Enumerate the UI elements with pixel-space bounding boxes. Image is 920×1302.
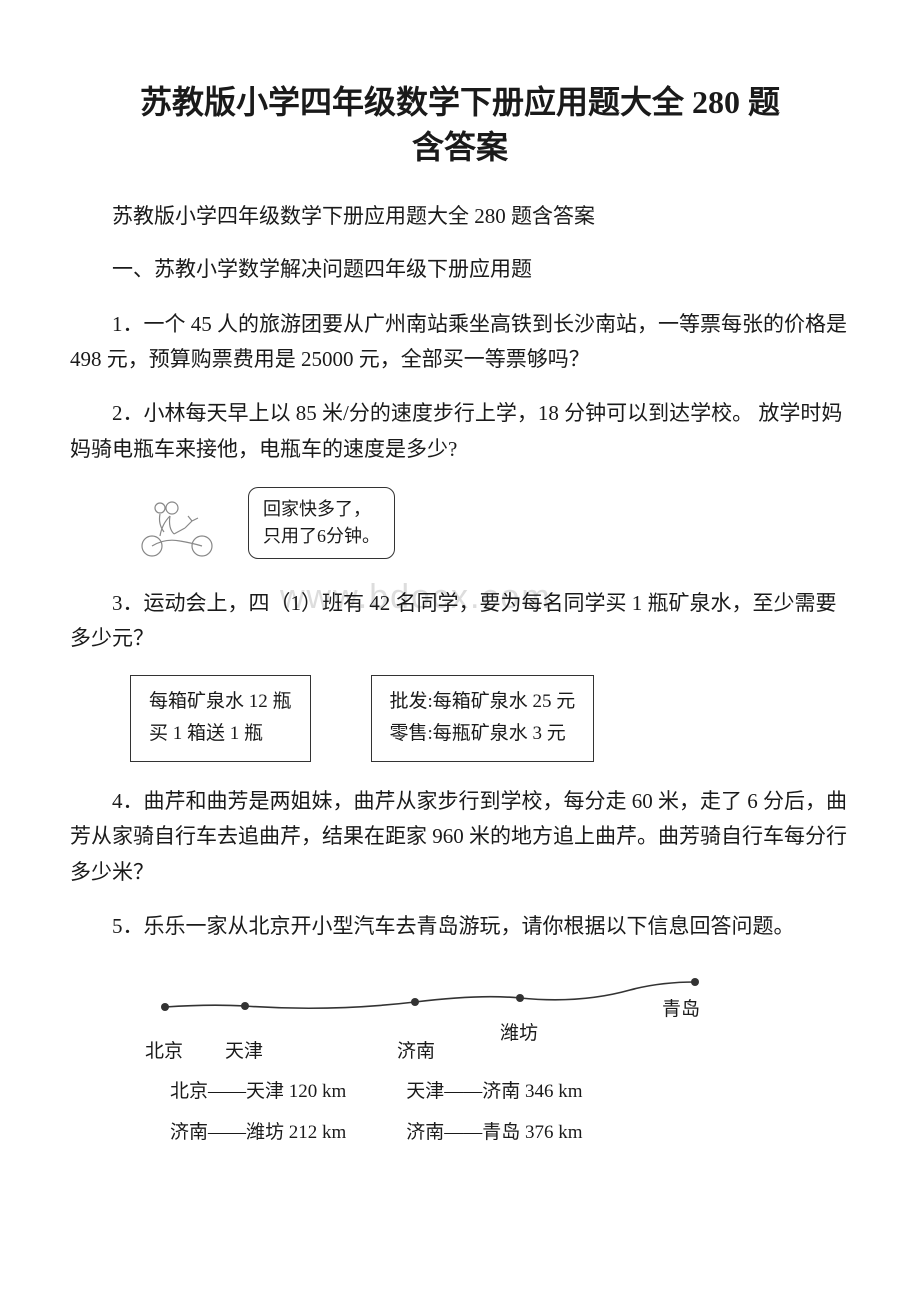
city-qingdao: 青岛 bbox=[662, 994, 700, 1021]
city-jinan: 济南 bbox=[397, 1036, 435, 1063]
q3-box1-line2: 买 1 箱送 1 瓶 bbox=[149, 718, 292, 750]
city-beijing: 北京 bbox=[145, 1036, 183, 1063]
q3-box1-line1: 每箱矿泉水 12 瓶 bbox=[149, 686, 292, 718]
dist-tj-jn: 天津——济南 346 km bbox=[406, 1076, 582, 1103]
q3-box-left: 每箱矿泉水 12 瓶 买 1 箱送 1 瓶 bbox=[130, 675, 311, 762]
dist-jn-wf: 济南——潍坊 212 km bbox=[170, 1117, 346, 1144]
q3-box2-line2: 零售:每瓶矿泉水 3 元 bbox=[390, 718, 576, 750]
speech-bubble: 回家快多了， 只用了6分钟。 bbox=[248, 487, 395, 559]
route-map-svg bbox=[150, 962, 710, 1032]
question-3-figure: 每箱矿泉水 12 瓶 买 1 箱送 1 瓶 批发:每箱矿泉水 25 元 零售:每… bbox=[130, 675, 850, 762]
question-2: 2．小林每天早上以 85 米/分的速度步行上学，18 分钟可以到达学校。 放学时… bbox=[70, 396, 850, 467]
title-line-2: 含答案 bbox=[412, 129, 508, 165]
subtitle: 苏教版小学四年级数学下册应用题大全 280 题含答案 bbox=[70, 200, 850, 234]
page-title: 苏教版小学四年级数学下册应用题大全 280 题 含答案 bbox=[70, 80, 850, 170]
dist-jn-qd: 济南——青岛 376 km bbox=[406, 1117, 582, 1144]
dist-bj-tj: 北京——天津 120 km bbox=[170, 1076, 346, 1103]
city-tianjin: 天津 bbox=[225, 1036, 263, 1063]
bubble-line-2: 只用了6分钟。 bbox=[263, 523, 380, 550]
title-line-1: 苏教版小学四年级数学下册应用题大全 280 题 bbox=[140, 84, 780, 120]
distance-row-2: 济南——潍坊 212 km 济南——青岛 376 km bbox=[170, 1117, 850, 1144]
question-1: 1．一个 45 人的旅游团要从广州南站乘坐高铁到长沙南站，一等票每张的价格是 4… bbox=[70, 307, 850, 378]
scooter-illustration bbox=[130, 486, 230, 561]
question-5: 5．乐乐一家从北京开小型汽车去青岛游玩，请你根据以下信息回答问题。 bbox=[70, 909, 850, 945]
q3-box-right: 批发:每箱矿泉水 25 元 零售:每瓶矿泉水 3 元 bbox=[371, 675, 595, 762]
question-5-figure: 北京 天津 济南 潍坊 青岛 北京——天津 120 km 天津——济南 346 … bbox=[150, 962, 850, 1144]
section-heading: 一、苏教小学数学解决问题四年级下册应用题 bbox=[70, 253, 850, 287]
city-weifang: 潍坊 bbox=[500, 1018, 538, 1045]
question-4: 4．曲芹和曲芳是两姐妹，曲芹从家步行到学校，每分走 60 米，走了 6 分后，曲… bbox=[70, 784, 850, 891]
city-labels-row: 北京 天津 济南 潍坊 青岛 bbox=[150, 1036, 710, 1062]
question-2-figure: 回家快多了， 只用了6分钟。 bbox=[130, 486, 850, 561]
distance-row-1: 北京——天津 120 km 天津——济南 346 km bbox=[170, 1076, 850, 1103]
bubble-line-1: 回家快多了， bbox=[263, 496, 380, 523]
question-3: 3．运动会上，四（1）班有 42 名同学，要为每名同学买 1 瓶矿泉水，至少需要… bbox=[70, 586, 850, 657]
q3-box2-line1: 批发:每箱矿泉水 25 元 bbox=[390, 686, 576, 718]
